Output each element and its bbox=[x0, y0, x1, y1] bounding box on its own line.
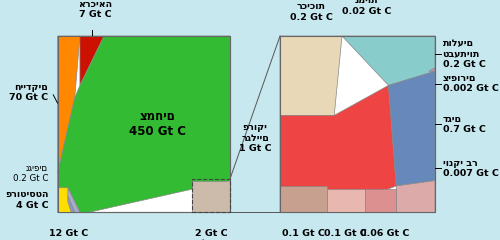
Text: 0.06 Gt C
בני אדם: 0.06 Gt C בני אדם bbox=[360, 229, 410, 240]
Text: 0.1 Gt C
צורבים: 0.1 Gt C צורבים bbox=[282, 229, 325, 240]
Text: צמחים
450 Gt C: צמחים 450 Gt C bbox=[129, 110, 186, 138]
Text: רכיכות
0.2 Gt C: רכיכות 0.2 Gt C bbox=[290, 2, 333, 22]
Text: חיידקים
70 Gt C: חיידקים 70 Gt C bbox=[9, 83, 48, 102]
Text: ציפורים
0.002 Gt C: ציפורים 0.002 Gt C bbox=[442, 74, 498, 93]
Polygon shape bbox=[58, 36, 230, 212]
Polygon shape bbox=[68, 188, 80, 212]
Text: פרוטיסטה
4 Gt C: פרוטיסטה 4 Gt C bbox=[5, 190, 49, 210]
Bar bbox=[192, 179, 230, 212]
Polygon shape bbox=[388, 71, 435, 186]
Polygon shape bbox=[396, 181, 435, 212]
Polygon shape bbox=[365, 189, 396, 212]
Text: נגיפים
0.2 Gt C: נגיפים 0.2 Gt C bbox=[13, 164, 49, 183]
Polygon shape bbox=[342, 36, 435, 85]
Bar bbox=[58, 36, 230, 212]
Bar bbox=[280, 36, 435, 212]
Polygon shape bbox=[429, 68, 435, 71]
Polygon shape bbox=[280, 186, 326, 212]
Text: 2 Gt C
בעלי חיים: 2 Gt C בעלי חיים bbox=[190, 229, 232, 240]
Polygon shape bbox=[58, 188, 80, 212]
Polygon shape bbox=[192, 181, 230, 212]
Text: 0.1 Gt C
חיות משק: 0.1 Gt C חיות משק bbox=[324, 229, 368, 240]
Text: תולעים
נמיות
0.02 Gt C: תולעים נמיות 0.02 Gt C bbox=[342, 0, 392, 16]
Bar bbox=[58, 36, 230, 212]
Polygon shape bbox=[280, 85, 396, 212]
Text: יונקי בר
0.007 Gt C: יונקי בר 0.007 Gt C bbox=[442, 159, 498, 178]
Bar bbox=[280, 36, 435, 212]
Text: 12 Gt C
פטריות: 12 Gt C פטריות bbox=[49, 229, 88, 240]
Polygon shape bbox=[326, 189, 365, 212]
Text: תולעים
טבעתיות
0.2 Gt C: תולעים טבעתיות 0.2 Gt C bbox=[442, 39, 486, 69]
Text: פרוקי
רגליים
1 Gt C: פרוקי רגליים 1 Gt C bbox=[238, 123, 272, 153]
Polygon shape bbox=[68, 197, 75, 212]
Polygon shape bbox=[58, 36, 80, 174]
Text: דגים
0.7 Gt C: דגים 0.7 Gt C bbox=[442, 114, 486, 134]
Polygon shape bbox=[280, 36, 342, 115]
Polygon shape bbox=[80, 36, 104, 85]
Text: ארכיאה
7 Gt C: ארכיאה 7 Gt C bbox=[78, 0, 112, 19]
